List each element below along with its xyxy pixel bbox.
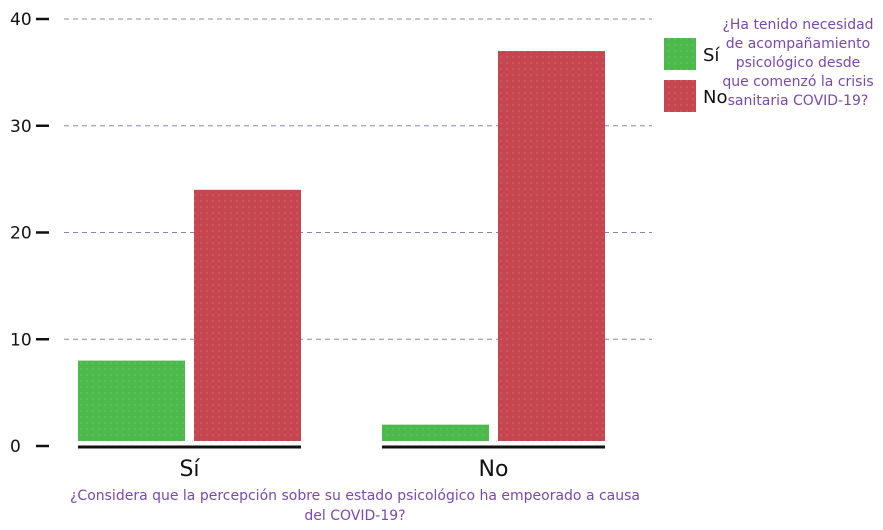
y-tick-label: 0 <box>10 437 21 457</box>
y-axis: 0 10 20 30 40 <box>10 10 49 457</box>
legend-label: No <box>703 87 727 108</box>
bar-texture <box>78 360 185 441</box>
bar-texture <box>194 189 301 441</box>
legend-title: ¿Ha tenido necesidad de acompañamiento p… <box>722 17 874 109</box>
legend-label: Sí <box>703 45 720 66</box>
bar-texture <box>382 424 489 441</box>
legend-swatch-texture <box>664 38 696 70</box>
y-tick-label: 30 <box>10 117 32 137</box>
x-axis-title: ¿Considera que la percepción sobre su es… <box>69 488 640 524</box>
category-label: Sí <box>179 457 200 482</box>
category-label: No <box>479 457 509 482</box>
y-tick-label: 10 <box>10 330 32 350</box>
y-tick-label: 40 <box>10 10 32 30</box>
legend-swatch-texture <box>664 80 696 112</box>
y-tick-label: 20 <box>10 224 32 244</box>
x-axis: Sí No <box>78 445 605 482</box>
bar-texture <box>498 51 605 442</box>
bars <box>78 51 605 442</box>
legend: Sí No <box>664 38 727 112</box>
